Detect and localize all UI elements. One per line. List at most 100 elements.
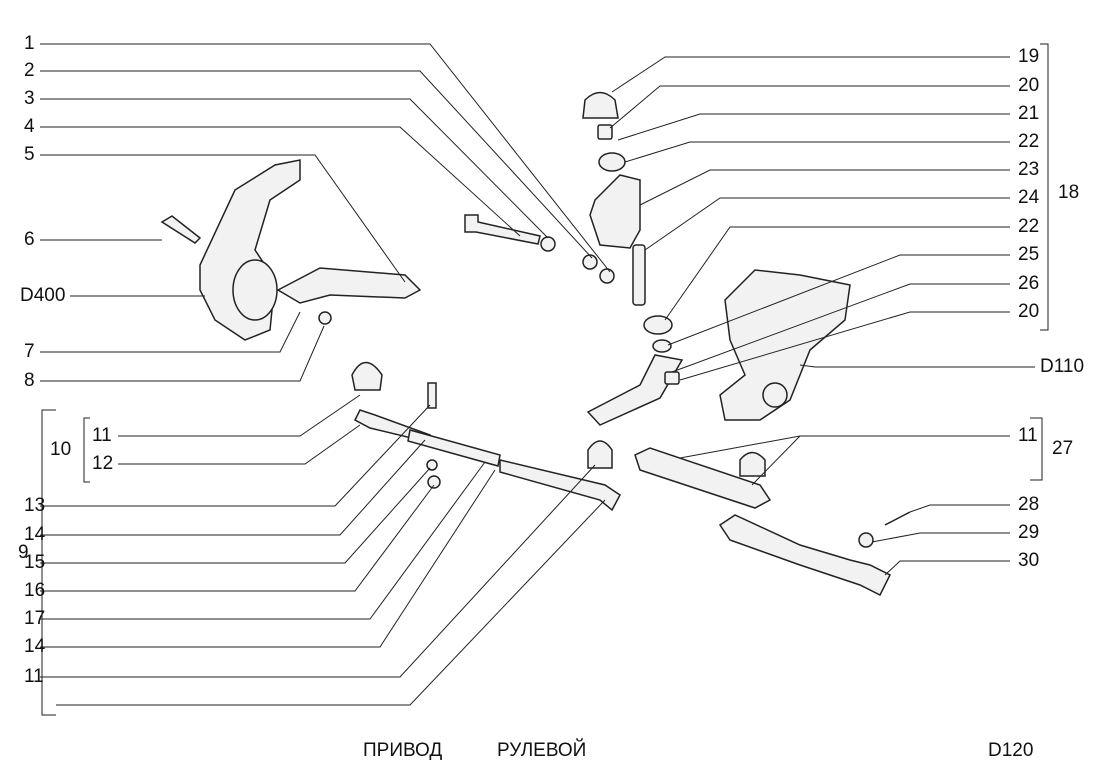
leader-line-right-14 xyxy=(871,532,1010,543)
callout-left-17: 14 xyxy=(24,636,46,657)
leader-line-right-6 xyxy=(644,197,1010,251)
leader-line-right-9 xyxy=(671,283,1010,373)
callout-left-10: 11 xyxy=(92,425,112,446)
bolt-6-part xyxy=(160,215,202,244)
nut-29-part xyxy=(858,532,874,548)
callout-right-6: 24 xyxy=(1018,187,1040,208)
bolt-13-part xyxy=(427,382,437,409)
leader-line-right-3 xyxy=(617,113,1010,141)
nut-8-part xyxy=(318,311,332,325)
callout-left-12: 13 xyxy=(24,495,46,516)
parts-drawing xyxy=(160,91,911,597)
footer-title-word2: РУЛЕВОЙ xyxy=(497,740,587,761)
callout-left-7: D400 xyxy=(20,285,66,306)
gear-shaft-part xyxy=(762,382,788,408)
leader-line-right-12 xyxy=(679,435,1010,459)
ball-joint-cap-2-part xyxy=(587,440,613,469)
leader-line-left-2 xyxy=(40,70,593,259)
leader-line-right-4 xyxy=(624,141,1010,163)
bolt-4-part xyxy=(464,214,541,245)
bracket-group-9 xyxy=(41,409,56,716)
bushing-22-part xyxy=(598,152,626,172)
callout-left-8: 7 xyxy=(24,341,35,362)
callout-right-15: 30 xyxy=(1018,550,1040,571)
callout-right-11: D110 xyxy=(1040,356,1085,377)
callout-left-11: 12 xyxy=(92,453,114,474)
bushing-22b-part xyxy=(643,315,673,335)
cap-19-part xyxy=(582,91,619,119)
callout-left-5: 5 xyxy=(24,144,35,165)
leader-line-right-1 xyxy=(611,56,1010,93)
callout-right-13: 28 xyxy=(1018,494,1040,515)
center-link-part xyxy=(634,447,772,509)
ball-joint-cap-3-part xyxy=(739,451,766,477)
leader-line-right-10 xyxy=(679,311,1010,381)
washer-25-part xyxy=(652,339,672,353)
callout-right-2: 20 xyxy=(1018,75,1040,96)
callout-group-18: 18 xyxy=(1058,182,1080,203)
steering-gear-part xyxy=(719,269,851,421)
leader-line-left-13 xyxy=(40,439,426,536)
bracket-group-27 xyxy=(1030,417,1043,481)
leader-line-left-12 xyxy=(40,404,431,507)
callout-right-9: 26 xyxy=(1018,273,1040,294)
leader-line-right-11 xyxy=(799,364,1035,368)
leader-line-left-9 xyxy=(40,325,325,382)
leader-line-right-7 xyxy=(664,226,1010,321)
leader-line-group-9 xyxy=(56,499,606,706)
steering-arm-part xyxy=(276,267,422,304)
leader-line-right-8 xyxy=(667,254,1010,346)
leader-line-left-4 xyxy=(40,126,521,237)
leader-line-left-5 xyxy=(40,154,406,283)
pin-24-part xyxy=(632,244,646,306)
callout-right-10: 20 xyxy=(1018,301,1040,322)
callout-left-6: 6 xyxy=(24,229,35,250)
nut-15-part xyxy=(426,459,438,471)
adjusting-sleeve-part xyxy=(407,429,501,467)
nut-2-part xyxy=(582,254,598,270)
leader-line-left-17 xyxy=(40,469,496,648)
callout-group-27: 27 xyxy=(1052,438,1074,459)
leader-line-right-13 xyxy=(909,504,1010,513)
callout-left-4: 4 xyxy=(24,116,35,137)
leader-line-left-14 xyxy=(40,467,431,564)
callout-group-9: 9 xyxy=(18,542,29,563)
inner-tie-rod-part xyxy=(499,459,621,512)
callout-left-3: 3 xyxy=(24,88,35,109)
callout-group-10: 10 xyxy=(50,439,72,460)
callout-right-4: 22 xyxy=(1018,131,1040,152)
leader-line-left-8 xyxy=(40,311,301,353)
callout-left-2: 2 xyxy=(24,60,35,81)
pendulum-arm-part xyxy=(586,354,684,426)
leader-line-left-1 xyxy=(40,43,611,273)
callout-right-7: 22 xyxy=(1018,216,1040,237)
bracket-23-part xyxy=(589,174,641,249)
footer-title-word1: ПРИВОД xyxy=(363,740,443,761)
leader-line-left-3 xyxy=(40,98,549,239)
washer-3-part xyxy=(540,236,556,252)
leader-line-left-18 xyxy=(40,464,596,678)
leader-line-right-15 xyxy=(884,560,1010,576)
nut-20-part xyxy=(664,371,680,385)
callout-left-9: 8 xyxy=(24,370,35,391)
callout-right-1: 19 xyxy=(1018,46,1040,67)
callout-left-15: 16 xyxy=(24,580,46,601)
leader-line-left-15 xyxy=(40,484,435,592)
callout-right-12: 11 xyxy=(1018,425,1038,446)
cotter-pin-28-part xyxy=(884,511,911,526)
leader-line-left-10 xyxy=(118,394,361,437)
steering-knuckle-part xyxy=(199,159,301,341)
knuckle-hub-part xyxy=(232,259,278,321)
leader-line-right-11b xyxy=(751,435,801,486)
callout-left-16: 17 xyxy=(24,608,46,629)
bracket-group-10 xyxy=(83,417,90,483)
callout-right-14: 29 xyxy=(1018,522,1040,543)
nut-21-part xyxy=(597,124,613,140)
nut-1-part xyxy=(599,268,615,284)
leader-line-right-5 xyxy=(639,169,1010,206)
callout-left-18: 11 xyxy=(24,666,44,687)
ball-joint-cap-part xyxy=(351,361,383,391)
right-tie-rod-part xyxy=(718,514,892,597)
